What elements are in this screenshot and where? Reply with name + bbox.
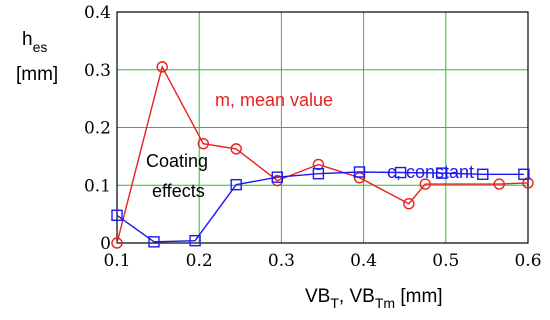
data-point-mean	[111, 237, 123, 249]
x-tick-label: 0.5	[432, 251, 459, 271]
grid	[117, 12, 528, 243]
data-point-mean	[493, 178, 505, 190]
data-point-mean	[312, 158, 325, 171]
series-label-mean: m, mean value	[215, 90, 333, 110]
data-point-mean	[197, 137, 210, 150]
x-axis-label: VBT, VBTm [mm]	[305, 286, 443, 311]
data-point-constant	[271, 171, 283, 183]
data-point-constant	[394, 166, 407, 179]
data-point-mean	[419, 178, 431, 190]
plot-frame	[116, 11, 529, 244]
data-point-constant	[312, 167, 325, 180]
data-point-constant	[148, 236, 160, 248]
data-point-constant	[230, 178, 242, 191]
data-point-constant	[435, 167, 448, 179]
data-point-mean	[230, 143, 242, 155]
series-layer	[111, 61, 534, 249]
series-line-mean	[116, 64, 529, 244]
x-tick-label: 0.4	[350, 251, 377, 271]
tick-labels: 0.1 0.2 0.3 0.4 0.5 0.600.10.20.30.4	[84, 3, 542, 271]
data-point-constant	[353, 166, 366, 178]
data-point-mean	[403, 198, 415, 210]
y-tick-label: 0	[100, 234, 111, 254]
x-tick-label: 0.6	[514, 251, 541, 271]
series-line-constant	[116, 171, 524, 243]
x-tick-label: 0.1	[103, 251, 130, 271]
x-tick-label: 0.3	[268, 251, 295, 271]
series-label-constant: c, constant	[387, 162, 474, 182]
y-axis-unit: [mm]	[16, 64, 58, 85]
data-point-constant	[111, 209, 123, 221]
annotation-effects: effects	[152, 181, 205, 201]
data-point-constant	[477, 168, 489, 180]
annotation-coating: Coating	[146, 151, 208, 171]
data-point-mean	[156, 61, 168, 73]
y-tick-label: 0.4	[84, 3, 111, 23]
y-tick-label: 0.1	[84, 176, 111, 196]
data-point-constant	[518, 168, 530, 180]
x-tick-label: 0.2	[186, 251, 213, 271]
y-tick-label: 0.3	[84, 61, 111, 81]
y-tick-label: 0.2	[84, 119, 111, 139]
data-point-mean	[353, 172, 366, 184]
data-point-mean	[522, 177, 534, 189]
data-point-constant	[189, 234, 201, 247]
y-axis-label: hes	[22, 29, 47, 55]
